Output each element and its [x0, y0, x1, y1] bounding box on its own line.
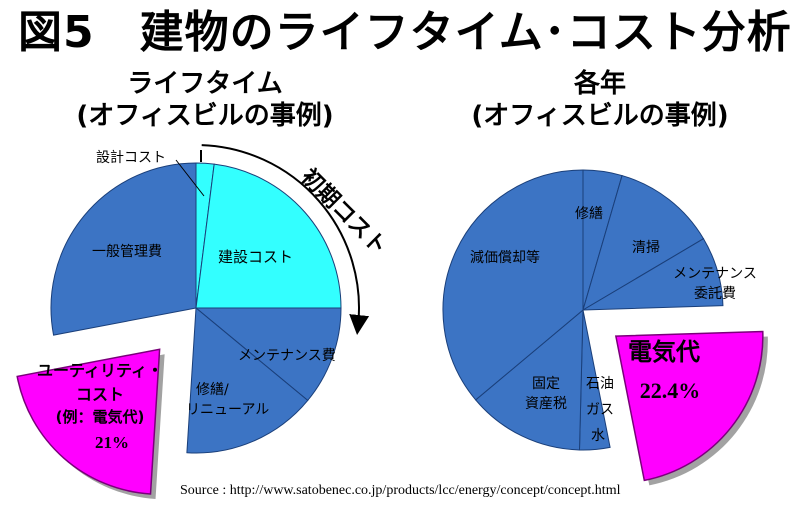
r-elec-pct: 22.4% — [640, 378, 701, 403]
r-elec-label: 電気代 — [628, 338, 700, 366]
left-subtitle-line2: (オフィスビルの事例) — [76, 101, 334, 131]
left-pie-slice-5 — [50, 162, 197, 336]
r-fuel-label-4: ス — [600, 402, 614, 418]
utility-label-line1: ユーティリティ・ — [37, 361, 163, 380]
r-tax-label-line1: 固定 — [532, 376, 560, 392]
source-citation: Source : http://www.satobenec.co.jp/prod… — [180, 483, 621, 498]
utility-label-line3: (例：電気代) — [56, 408, 145, 426]
r-depr-label: 減価償却等 — [470, 249, 540, 266]
right-pie-chart — [442, 169, 768, 486]
admin-cost-label: 一般管理費 — [92, 244, 162, 260]
right-pie-slice-6 — [442, 169, 584, 401]
r-maint-label-line2: 委託費 — [694, 286, 736, 302]
design-cost-label: 設計コスト — [96, 150, 166, 166]
r-clean-label: 清掃 — [632, 239, 660, 256]
r-fuel-label-1: 石 — [586, 376, 600, 392]
r-fuel-label-2: 油 — [600, 376, 614, 392]
right-pie-slice-2 — [582, 238, 724, 311]
left-pie-chart — [16, 162, 342, 499]
r-repair-label: 修繕 — [575, 206, 603, 222]
left-subtitle-line1: ライフタイム — [127, 69, 283, 99]
left-pie-slice-4-exploded — [16, 348, 161, 495]
right-pie-slice-3-exploded — [614, 330, 764, 482]
utility-label-line2: コスト — [76, 385, 124, 404]
utility-label-pct: 21% — [95, 433, 129, 452]
left-pie-slice-2 — [194, 307, 342, 402]
right-pie-slice-5 — [474, 308, 584, 451]
left-chart-subtitle: ライフタイム (オフィスビルの事例) — [40, 68, 370, 132]
initial-cost-arrow — [201, 144, 370, 335]
r-maint-label-line1: メンテナンス — [673, 266, 757, 282]
construction-cost-label: 建設コスト — [218, 248, 293, 266]
maintenance-cost-label: メンテナンス費 — [238, 348, 336, 364]
design-cost-leader — [175, 159, 205, 197]
r-fuel-label-3: ガ — [586, 402, 600, 418]
right-subtitle-line2: (オフィスビルの事例) — [471, 101, 729, 131]
page-title: 図5 建物のライフタイム･コスト分析 — [18, 7, 792, 58]
r-fuel-label-5: 水 — [591, 428, 605, 444]
left-pie-slice-1 — [195, 163, 342, 309]
right-chart-subtitle: 各年 (オフィスビルの事例) — [440, 68, 760, 132]
left-pie-slice-3 — [186, 306, 309, 454]
right-pie-slice-1 — [582, 174, 705, 312]
r-tax-label-line2: 資産税 — [525, 396, 567, 412]
repair-label-line2: リニューアル — [186, 402, 269, 418]
repair-label-line1: 修繕/ — [196, 382, 229, 398]
right-subtitle-line1: 各年 — [573, 69, 626, 99]
